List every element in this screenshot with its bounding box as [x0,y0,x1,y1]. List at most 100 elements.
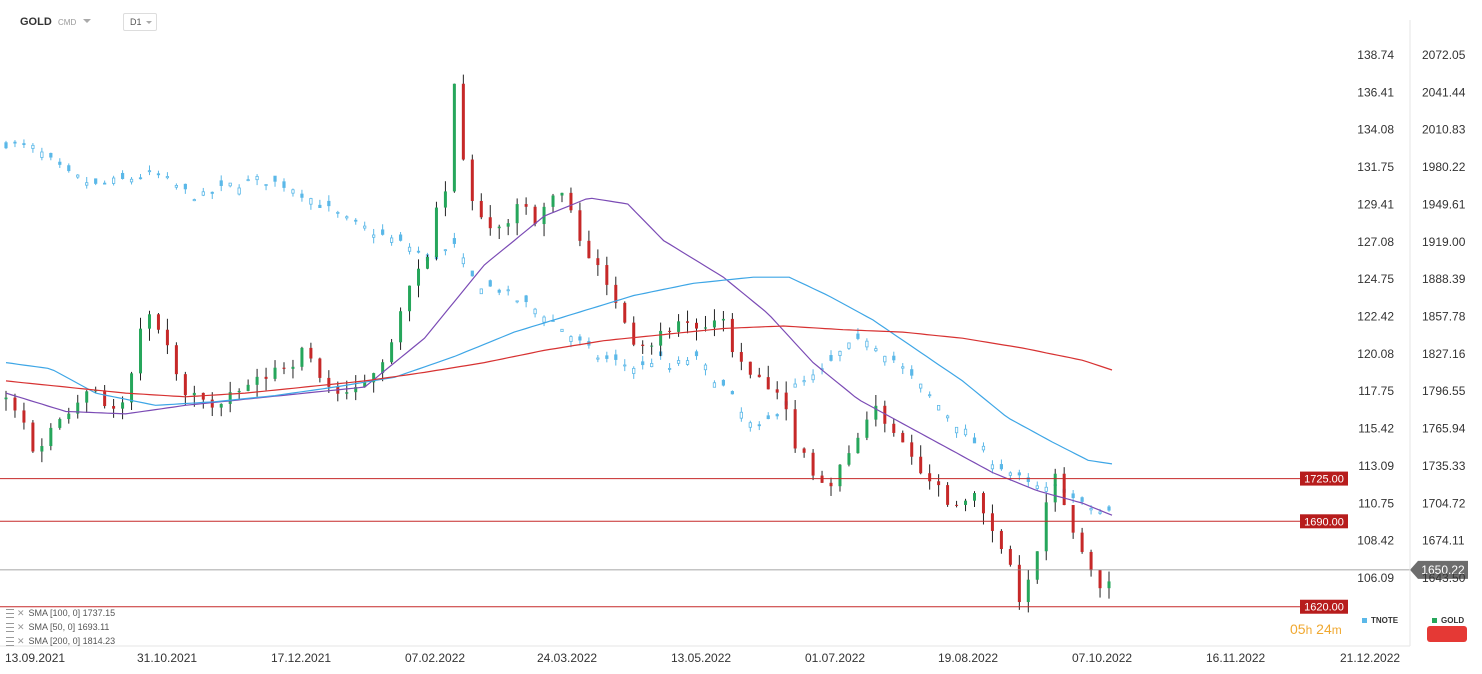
tnote-candle [22,143,26,145]
gold-candle [739,352,743,362]
tnote-candle [802,380,806,383]
tnote-candle [138,177,143,180]
y-tick-label-right: 2072.05 [1422,48,1466,62]
tnote-candle [13,141,17,144]
y-tick-label-left: 108.42 [1357,534,1394,548]
x-tick-label: 24.03.2022 [537,651,597,665]
tnote-candle [31,144,35,149]
tnote-candle [937,405,941,411]
gold-candle [1062,473,1066,506]
gold-candle [524,204,528,207]
axes: 2072.05 2041.44 2010.83 1980.22 1949.61 1919.… [0,20,1466,665]
gold-candle [784,392,788,410]
y-tick-label-right: 1919.00 [1422,235,1466,249]
gold-candle [695,322,699,329]
gold-candle [775,389,779,393]
gold-candle [1035,551,1039,580]
x-tick-label: 21.12.2022 [1340,651,1400,665]
tnote-candle [94,178,98,184]
gold-candle [937,481,941,486]
gold-candle [452,83,456,192]
tnote-candle [201,191,205,196]
tnote-candle [461,257,465,265]
gold-candle [919,456,923,474]
x-tick-label: 19.08.2022 [938,651,998,665]
gold-candle [1026,579,1030,603]
gold-candle [1053,473,1057,503]
tnote-candle [524,295,528,303]
tnote-candle [793,383,797,388]
sma-lines [5,197,1113,516]
y-tick-label-left: 106.09 [1357,571,1394,585]
gold-candle [372,373,376,383]
y-tick-label-right: 1796.55 [1422,384,1466,398]
gold-candle [174,345,178,375]
tnote-candle [721,379,726,386]
gold-candle [892,423,896,433]
tnote-candle [847,342,851,349]
color-swatch [1432,618,1437,624]
market-label[interactable]: CMD [58,18,77,27]
tnote-candle [174,185,178,188]
gold-candle [587,240,591,259]
indicator-sma-200[interactable]: ✕ SMA [200, 0] 1814.23 [6,635,115,647]
indicator-label: SMA [100, 0] 1737.15 [28,608,116,618]
x-tick-label: 16.11.2022 [1206,651,1265,665]
gold-candle [632,322,636,345]
tnote-candle [578,336,582,341]
series-tag-gold[interactable]: GOLD [1432,616,1464,625]
tnote-candle [829,355,833,361]
indicator-sma-50[interactable]: ✕ SMA [50, 0] 1693.11 [6,621,109,633]
gold-candle [139,328,143,374]
gold-candle [946,485,950,505]
gold-candle [560,192,564,196]
gold-candle [981,493,985,514]
y-tick-label-right: 1674.11 [1422,534,1465,548]
settings-icon[interactable] [6,637,14,647]
gold-candle [596,258,600,266]
tnote-candle [739,411,743,419]
tnote-candle [120,172,125,179]
tnote-candle [497,289,501,293]
countdown-minutes: 24 [1316,621,1332,637]
y-tick-label-right: 1888.39 [1422,272,1466,286]
sma-100-line [5,276,1113,465]
tnote-candle [291,189,295,194]
gold-candle [730,318,734,353]
gold-candle [1044,502,1048,552]
gold-candle [506,223,510,227]
sell-badge[interactable] [1427,626,1467,642]
symbol-name[interactable]: GOLD [20,16,52,28]
gold-candle [641,344,645,346]
indicator-sma-100[interactable]: ✕ SMA [100, 0] 1737.15 [6,607,115,619]
gold-candle [219,403,223,408]
close-icon[interactable]: ✕ [17,636,25,646]
close-icon[interactable]: ✕ [17,622,25,632]
horizontal-levels[interactable]: 1725.00 1690.00 1620.00 1650.22 [0,471,1468,614]
level-badge-label: 1690.00 [1304,516,1344,528]
gold-candle [417,268,421,286]
tnote-candle [85,182,89,186]
gold-candle [363,382,367,388]
settings-icon[interactable] [6,609,14,619]
gold-candle [838,464,842,487]
gold-candle [112,406,116,409]
gold-candle [434,207,438,258]
gold-candle [533,206,537,225]
gold-candle [1089,551,1093,571]
series-tag-label: TNOTE [1371,616,1399,625]
gold-candle [309,347,313,359]
gold-candle [210,399,214,408]
gold-candle [58,419,62,428]
gold-candle [1071,505,1075,533]
tnote-candle [560,328,564,332]
close-icon[interactable]: ✕ [17,608,25,618]
tnote-candle [237,187,241,195]
timeframe-select[interactable]: D1 [123,13,157,31]
chevron-down-icon[interactable] [83,19,91,23]
settings-icon[interactable] [6,623,14,633]
tnote-candle [228,182,232,187]
tnote-candle [605,355,609,359]
series-tag-tnote[interactable]: TNOTE [1362,616,1398,625]
